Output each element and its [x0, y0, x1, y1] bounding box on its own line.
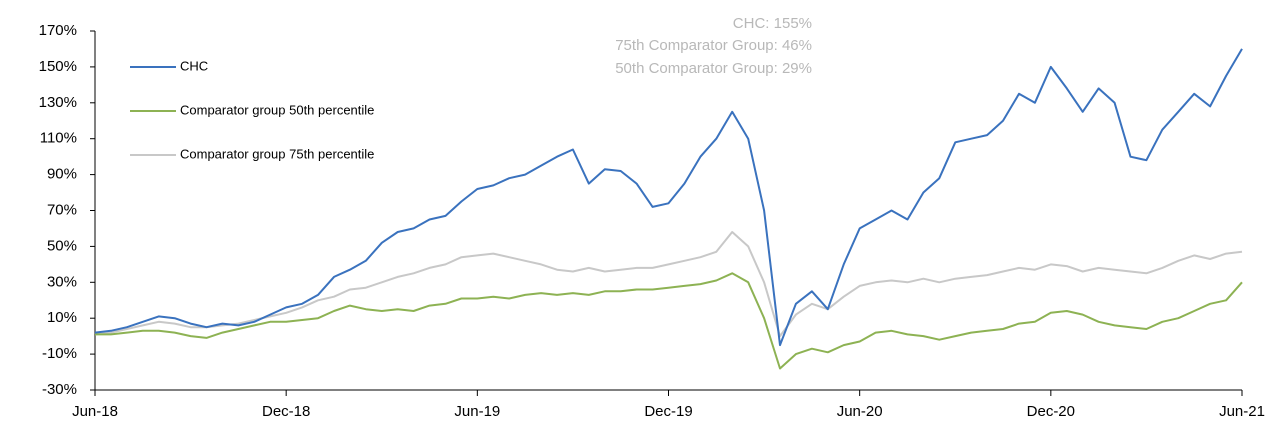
x-tick-label: Dec-19 — [644, 403, 692, 420]
x-tick-label: Dec-20 — [1027, 403, 1075, 420]
y-tick-label: 30% — [47, 273, 77, 290]
x-tick-label: Jun-18 — [72, 403, 118, 420]
y-tick-label: 10% — [47, 309, 77, 326]
y-tick-label: -10% — [42, 345, 77, 362]
x-tick-label: Jun-21 — [1219, 403, 1265, 420]
annotation: CHC: 155% — [733, 15, 812, 32]
x-tick-label: Jun-20 — [837, 403, 883, 420]
y-tick-label: 150% — [39, 58, 77, 75]
legend-label: CHC — [180, 58, 208, 73]
series-line — [94, 231, 1243, 338]
legend-label: Comparator group 75th percentile — [180, 146, 374, 161]
x-tick-label: Dec-18 — [262, 403, 310, 420]
y-tick-label: 130% — [39, 94, 77, 111]
series-line — [95, 272, 1243, 370]
y-tick-label: 170% — [39, 22, 77, 39]
y-tick-label: 90% — [47, 166, 77, 183]
legend-label: Comparator group 50th percentile — [180, 102, 374, 117]
y-tick-label: 50% — [47, 237, 77, 254]
annotation: 75th Comparator Group: 46% — [615, 37, 812, 54]
y-tick-label: 70% — [47, 201, 77, 218]
series-line — [94, 48, 1243, 347]
x-tick-label: Jun-19 — [454, 403, 500, 420]
y-tick-label: 110% — [40, 130, 77, 147]
annotation: 50th Comparator Group: 29% — [615, 60, 812, 77]
y-tick-label: -30% — [42, 381, 77, 398]
